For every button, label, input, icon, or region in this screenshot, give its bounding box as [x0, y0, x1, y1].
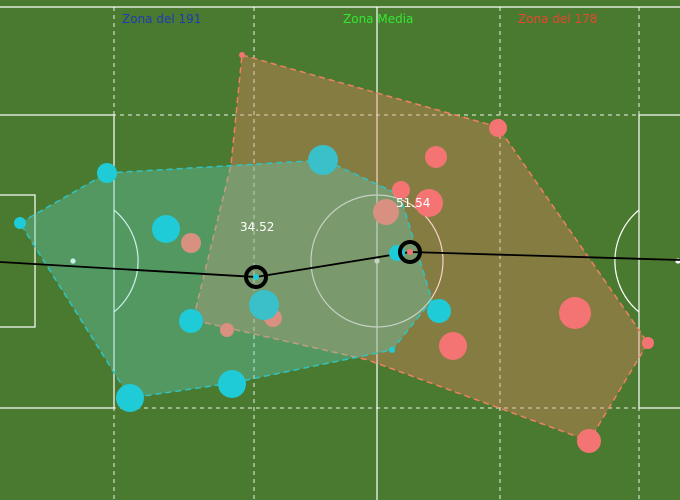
player-marker [179, 309, 203, 333]
centroid-marker [398, 240, 422, 264]
left-goal-area [0, 194, 36, 328]
team-191-hull [18, 159, 433, 399]
player-marker [439, 332, 467, 360]
zone-grid [0, 7, 680, 500]
centroid-line [0, 251, 680, 278]
left-penalty-spot [70, 258, 76, 264]
player-marker [181, 233, 201, 253]
player-marker [308, 145, 338, 175]
zone-label-right: Zona del 178 [518, 12, 598, 26]
center-spot [374, 258, 380, 264]
player-marker [218, 370, 246, 398]
player-marker [249, 290, 279, 320]
player-marker [427, 299, 451, 323]
centroid-core [253, 274, 259, 280]
player-marker [116, 384, 144, 412]
team-178-players [181, 52, 654, 453]
player-marker [489, 119, 507, 137]
right-penalty-area [638, 114, 680, 409]
centroid-marker [244, 265, 268, 289]
player-marker [425, 146, 447, 168]
player-marker [373, 199, 399, 225]
player-marker [14, 217, 26, 229]
team-178-area-label: 51.54 [396, 196, 431, 210]
player-marker [559, 297, 591, 329]
zone-label-left: Zona del 191 [122, 12, 202, 26]
center-circle [310, 194, 444, 328]
zone-label-middle: Zona Media [343, 12, 414, 26]
team-191-players [14, 145, 451, 412]
left-penalty-arc [113, 209, 139, 313]
centroid-core [407, 249, 413, 255]
right-penalty-arc [614, 209, 640, 313]
player-marker [239, 52, 245, 58]
player-marker [389, 347, 395, 353]
player-marker [577, 429, 601, 453]
player-marker [392, 181, 410, 199]
player-marker [220, 323, 234, 337]
team-191-area-label: 34.52 [240, 220, 275, 234]
team-191-centroid [244, 265, 268, 289]
player-marker [152, 215, 180, 243]
player-marker [415, 189, 443, 217]
player-marker [642, 337, 654, 349]
player-marker [97, 163, 117, 183]
team-178-centroid [398, 240, 422, 264]
